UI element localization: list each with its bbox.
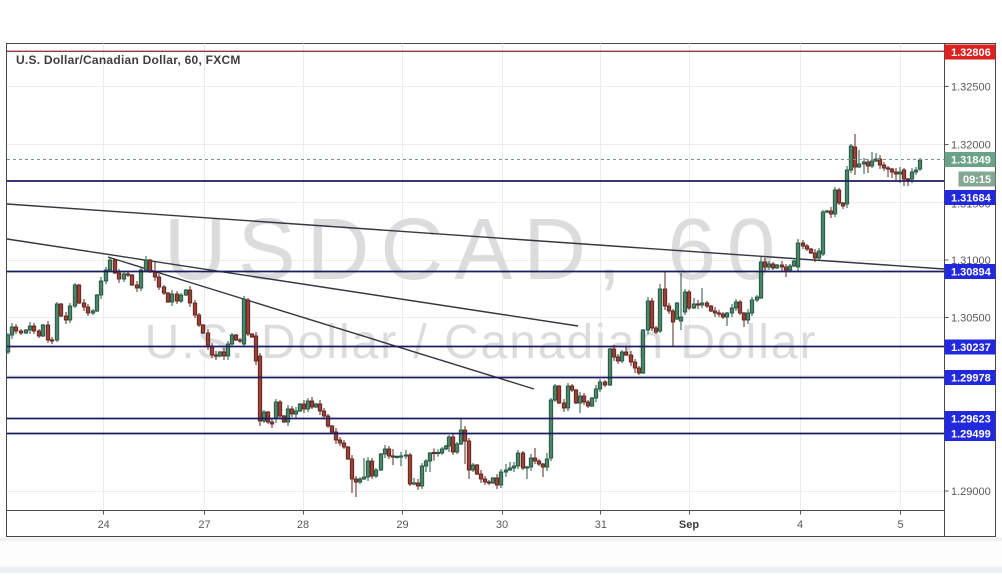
svg-text:1.30237: 1.30237 — [951, 342, 991, 354]
svg-text:09:15: 09:15 — [963, 174, 991, 186]
svg-text:USDCAD, 60: USDCAD, 60 — [164, 201, 786, 298]
svg-text:5: 5 — [897, 519, 903, 531]
svg-text:1.31684: 1.31684 — [951, 193, 992, 205]
svg-text:27: 27 — [198, 519, 210, 531]
svg-text:30: 30 — [496, 519, 508, 531]
svg-text:29: 29 — [396, 519, 408, 531]
svg-text:1.29499: 1.29499 — [951, 429, 991, 441]
svg-text:1.32000: 1.32000 — [951, 140, 991, 152]
svg-text:1.30500: 1.30500 — [951, 313, 991, 325]
svg-text:Sep: Sep — [679, 519, 699, 531]
svg-text:4: 4 — [797, 519, 803, 531]
svg-text:1.29000: 1.29000 — [951, 486, 991, 498]
svg-text:28: 28 — [297, 519, 309, 531]
svg-text:U.S. Dollar/Canadian Dollar, 6: U.S. Dollar/Canadian Dollar, 60, FXCM — [16, 53, 241, 67]
svg-text:1.29623: 1.29623 — [951, 414, 991, 426]
svg-text:24: 24 — [98, 519, 110, 531]
svg-text:1.32806: 1.32806 — [951, 47, 991, 59]
svg-text:1.32500: 1.32500 — [951, 82, 991, 94]
svg-text:1.31849: 1.31849 — [951, 155, 991, 167]
svg-text:1.30894: 1.30894 — [951, 267, 992, 279]
svg-text:31: 31 — [595, 519, 607, 531]
svg-text:1.29978: 1.29978 — [951, 373, 991, 385]
